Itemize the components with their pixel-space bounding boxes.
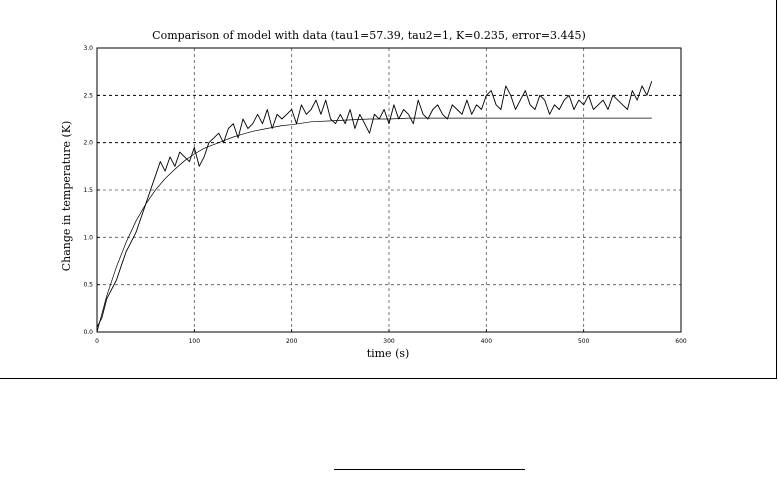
y-tick-label: 1.0: [83, 234, 93, 241]
x-tick-label: 200: [286, 338, 298, 345]
x-tick-label: 100: [189, 338, 201, 345]
y-tick-label: 1.5: [83, 187, 93, 194]
x-tick-label: 300: [383, 338, 395, 345]
y-tick-label: 2.5: [83, 92, 93, 99]
x-tick-label: 400: [481, 338, 493, 345]
chart: Comparison of model with data (tau1=57.3…: [60, 29, 687, 360]
plot-frame: Comparison of model with data (tau1=57.3…: [0, 0, 777, 379]
axis-ticks: 0 100 200 300 400 500 600 0.0 0.5 1.0 1.5 2.0 2.5 3.0: [83, 45, 686, 345]
x-axis-label: time (s): [367, 347, 410, 360]
model-fit-line: [96, 117, 652, 333]
grid-lines: [97, 48, 681, 332]
y-tick-label: 0.0: [83, 329, 93, 336]
divider-line: [334, 469, 525, 470]
x-tick-label: 500: [578, 338, 590, 345]
measured-data-line: [96, 80, 653, 328]
y-axis-label: Change in temperature (K): [60, 121, 73, 272]
y-tick-label: 0.5: [83, 282, 93, 289]
y-tick-label: 3.0: [83, 45, 93, 52]
chart-title: Comparison of model with data (tau1=57.3…: [152, 29, 586, 42]
y-tick-label: 2.0: [83, 140, 93, 147]
x-tick-label: 600: [675, 338, 687, 345]
series-group: [96, 80, 653, 333]
x-tick-label: 0: [95, 338, 99, 345]
